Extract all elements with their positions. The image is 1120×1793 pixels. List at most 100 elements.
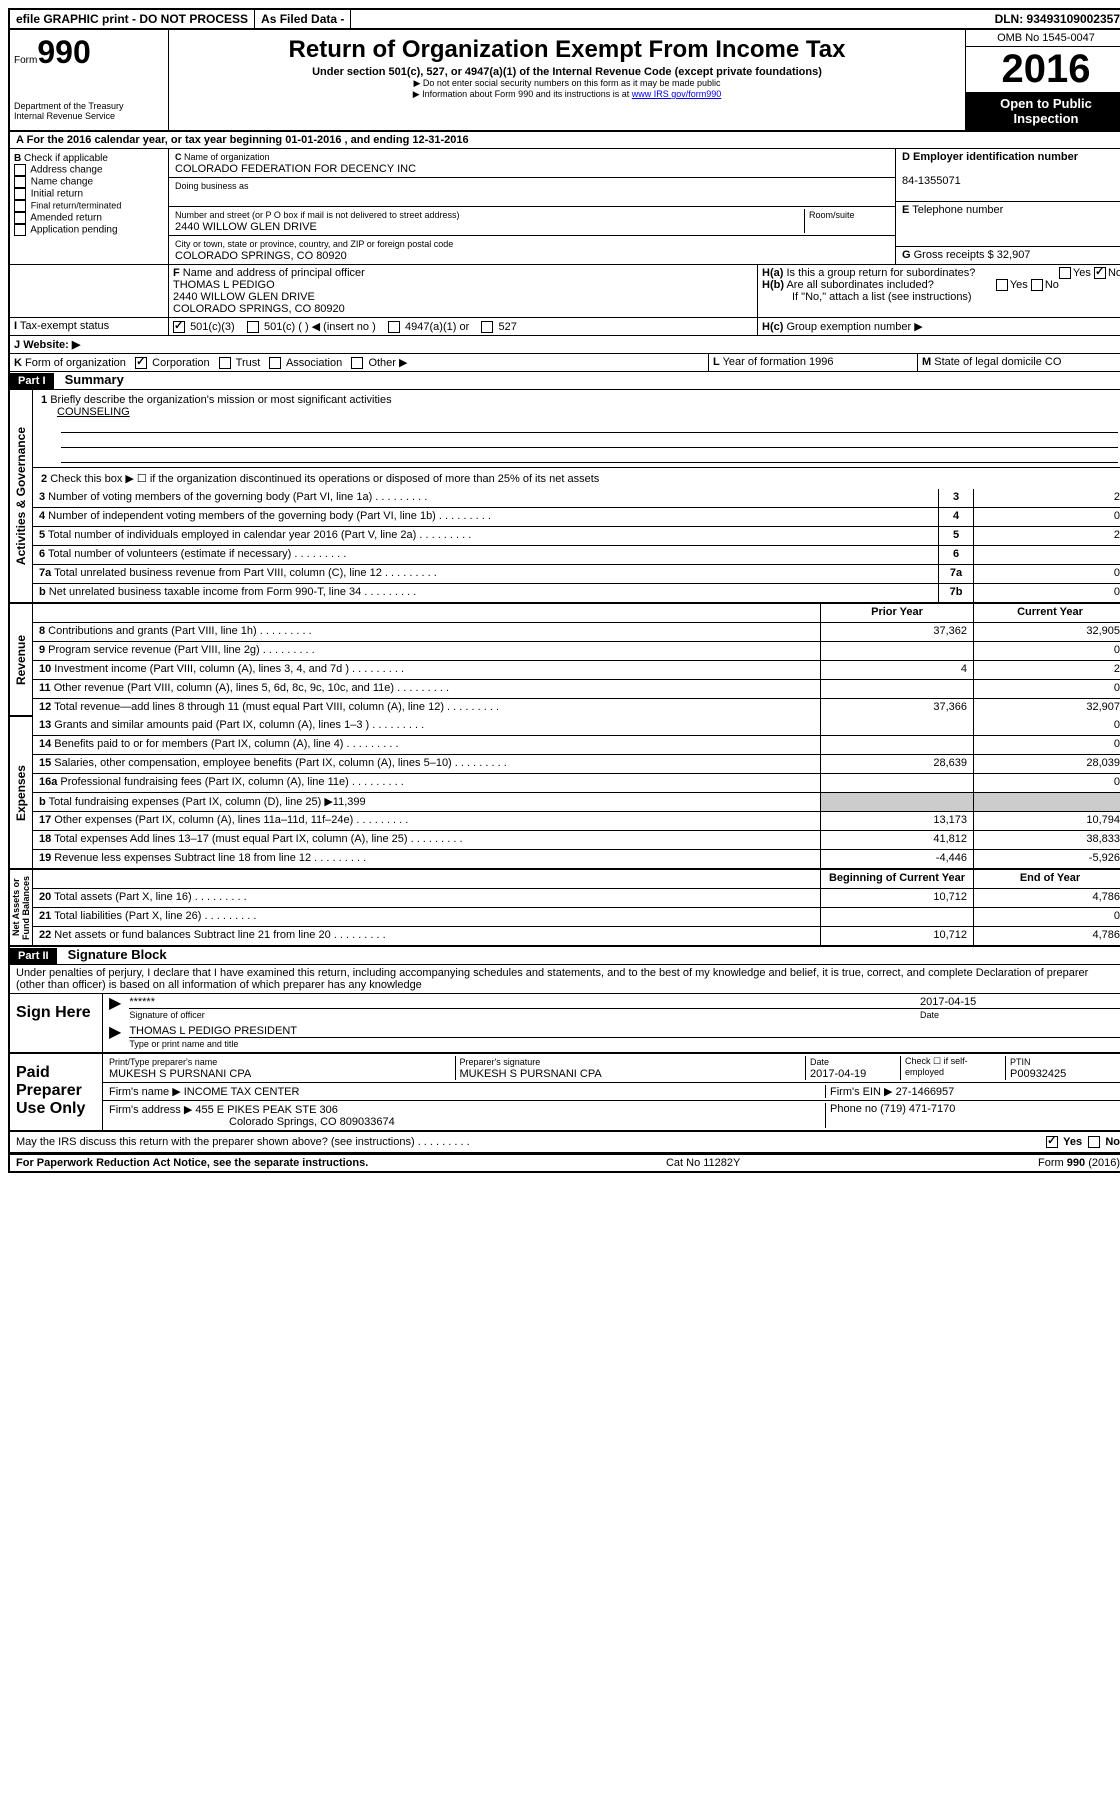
data-row: 20 Total assets (Part X, line 16) 10,712… bbox=[33, 889, 1120, 908]
ptin: P00932425 bbox=[1010, 1068, 1066, 1080]
checkbox-trust[interactable] bbox=[219, 357, 231, 369]
box-b: B Check if applicable Address change Nam… bbox=[10, 149, 169, 264]
checkbox-527[interactable] bbox=[481, 321, 493, 333]
activity-row: 7a Total unrelated business revenue from… bbox=[33, 565, 1120, 584]
checkbox-discuss-no[interactable] bbox=[1088, 1136, 1100, 1148]
footer: For Paperwork Reduction Act Notice, see … bbox=[10, 1154, 1120, 1171]
note1: ▶ Do not enter social security numbers o… bbox=[179, 78, 955, 89]
checkbox-hb-yes[interactable] bbox=[996, 279, 1008, 291]
activity-row: 5 Total number of individuals employed i… bbox=[33, 527, 1120, 546]
irs: Internal Revenue Service bbox=[14, 111, 164, 121]
phone: (719) 471-7170 bbox=[880, 1103, 955, 1115]
firm-ein: 27-1466957 bbox=[896, 1086, 955, 1098]
box-f-h: F Name and address of principal officer … bbox=[10, 265, 1120, 318]
data-row: 14 Benefits paid to or for members (Part… bbox=[33, 736, 1120, 755]
data-row: 22 Net assets or fund balances Subtract … bbox=[33, 927, 1120, 945]
footer-center: Cat No 11282Y bbox=[666, 1157, 740, 1169]
checkbox-ha-no[interactable] bbox=[1094, 267, 1106, 279]
data-row: 21 Total liabilities (Part X, line 26) 0 bbox=[33, 908, 1120, 927]
part1-header: Part I Summary bbox=[10, 372, 1120, 390]
line-k: K Form of organization Corporation Trust… bbox=[10, 354, 1120, 372]
checkbox-discuss-yes[interactable] bbox=[1046, 1136, 1058, 1148]
data-row: 12 Total revenue—add lines 8 through 11 … bbox=[33, 699, 1120, 717]
paid-preparer: Paid Preparer Use Only Print/Type prepar… bbox=[10, 1054, 1120, 1132]
dln: DLN: 93493109002357 bbox=[989, 10, 1120, 28]
checkbox-other[interactable] bbox=[351, 357, 363, 369]
netassets-section: Net Assets or Fund Balances Beginning of… bbox=[10, 870, 1120, 947]
data-row: 13 Grants and similar amounts paid (Part… bbox=[33, 717, 1120, 736]
col-current: Current Year bbox=[974, 604, 1120, 622]
expenses-section: Expenses 13 Grants and similar amounts p… bbox=[10, 717, 1120, 870]
checkbox-assoc[interactable] bbox=[269, 357, 281, 369]
firm-addr: 455 E PIKES PEAK STE 306 bbox=[195, 1104, 337, 1116]
checkbox-amended[interactable] bbox=[14, 212, 26, 224]
data-row: 15 Salaries, other compensation, employe… bbox=[33, 755, 1120, 774]
revenue-section: Revenue Prior Year Current Year 8 Contri… bbox=[10, 604, 1120, 717]
checkbox-ha-yes[interactable] bbox=[1059, 267, 1071, 279]
irs-link[interactable]: www IRS gov/form990 bbox=[632, 89, 722, 99]
perjury: Under penalties of perjury, I declare th… bbox=[10, 965, 1120, 994]
efile-notice: efile GRAPHIC print - DO NOT PROCESS bbox=[10, 10, 255, 28]
tax-year: 2016 bbox=[966, 47, 1120, 92]
data-row: 9 Program service revenue (Part VIII, li… bbox=[33, 642, 1120, 661]
checkbox-4947[interactable] bbox=[388, 321, 400, 333]
part2-header: Part II Signature Block bbox=[10, 947, 1120, 965]
form-number: 990 bbox=[37, 34, 90, 70]
arrow-icon: ▶ bbox=[109, 996, 121, 1021]
checkbox-501c[interactable] bbox=[247, 321, 259, 333]
sig-date: 2017-04-15 bbox=[920, 996, 1120, 1009]
form-label: Form bbox=[14, 55, 37, 66]
col-prior: Prior Year bbox=[820, 604, 974, 622]
org-name: COLORADO FEDERATION FOR DECENCY INC bbox=[175, 163, 416, 175]
form-header: Form990 Department of the Treasury Inter… bbox=[10, 30, 1120, 132]
sig-stars: ****** bbox=[129, 996, 920, 1009]
footer-right: Form 990 (2016) bbox=[1038, 1157, 1120, 1169]
gross-receipts: 32,907 bbox=[997, 249, 1031, 261]
activity-row: b Net unrelated business taxable income … bbox=[33, 584, 1120, 602]
arrow-icon: ▶ bbox=[109, 1025, 121, 1050]
form-title: Return of Organization Exempt From Incom… bbox=[179, 36, 955, 64]
state-domicile: CO bbox=[1045, 356, 1062, 368]
mission: COUNSELING bbox=[57, 406, 130, 418]
inspection-notice: Open to Public Inspection bbox=[966, 92, 1120, 130]
sign-here: Sign Here ▶ ****** Signature of officer … bbox=[10, 994, 1120, 1054]
line-i: I Tax-exempt status 501(c)(3) 501(c) ( )… bbox=[10, 318, 1120, 336]
vert-rev: Revenue bbox=[14, 635, 28, 685]
activity-row: 4 Number of independent voting members o… bbox=[33, 508, 1120, 527]
checkbox-501c3[interactable] bbox=[173, 321, 185, 333]
col-end: End of Year bbox=[974, 870, 1120, 888]
section-bcdefgh: B Check if applicable Address change Nam… bbox=[10, 149, 1120, 265]
data-row: 11 Other revenue (Part VIII, column (A),… bbox=[33, 680, 1120, 699]
box-c: C Name of organization COLORADO FEDERATI… bbox=[169, 149, 1120, 264]
vert-net: Net Assets or Fund Balances bbox=[11, 870, 31, 945]
form-subtitle: Under section 501(c), 527, or 4947(a)(1)… bbox=[179, 66, 955, 78]
data-row: b Total fundraising expenses (Part IX, c… bbox=[33, 793, 1120, 812]
vert-gov: Activities & Governance bbox=[14, 427, 28, 565]
officer-printed: THOMAS L PEDIGO PRESIDENT bbox=[129, 1025, 1120, 1038]
line-a: A For the 2016 calendar year, or tax yea… bbox=[10, 132, 1120, 149]
checkbox-hb-no[interactable] bbox=[1031, 279, 1043, 291]
year-formation: 1996 bbox=[809, 356, 833, 368]
top-bar: efile GRAPHIC print - DO NOT PROCESS As … bbox=[10, 10, 1120, 30]
footer-left: For Paperwork Reduction Act Notice, see … bbox=[16, 1157, 368, 1169]
data-row: 10 Investment income (Part VIII, column … bbox=[33, 661, 1120, 680]
checkbox-corp[interactable] bbox=[135, 357, 147, 369]
checkbox-name[interactable] bbox=[14, 176, 26, 188]
line-j: J Website: ▶ bbox=[10, 336, 1120, 354]
ein: 84-1355071 bbox=[902, 175, 961, 187]
checkbox-final[interactable] bbox=[14, 200, 26, 212]
data-row: 17 Other expenses (Part IX, column (A), … bbox=[33, 812, 1120, 831]
checkbox-address[interactable] bbox=[14, 164, 26, 176]
checkbox-pending[interactable] bbox=[14, 224, 26, 236]
data-row: 18 Total expenses Add lines 13–17 (must … bbox=[33, 831, 1120, 850]
data-row: 16a Professional fundraising fees (Part … bbox=[33, 774, 1120, 793]
discuss-row: May the IRS discuss this return with the… bbox=[10, 1132, 1120, 1154]
vert-exp: Expenses bbox=[14, 765, 28, 821]
officer-name: THOMAS L PEDIGO bbox=[173, 279, 275, 291]
activity-row: 6 Total number of volunteers (estimate i… bbox=[33, 546, 1120, 565]
data-row: 8 Contributions and grants (Part VIII, l… bbox=[33, 623, 1120, 642]
checkbox-initial[interactable] bbox=[14, 188, 26, 200]
omb-number: OMB No 1545-0047 bbox=[966, 30, 1120, 47]
data-row: 19 Revenue less expenses Subtract line 1… bbox=[33, 850, 1120, 868]
asfiled: As Filed Data - bbox=[255, 10, 351, 28]
